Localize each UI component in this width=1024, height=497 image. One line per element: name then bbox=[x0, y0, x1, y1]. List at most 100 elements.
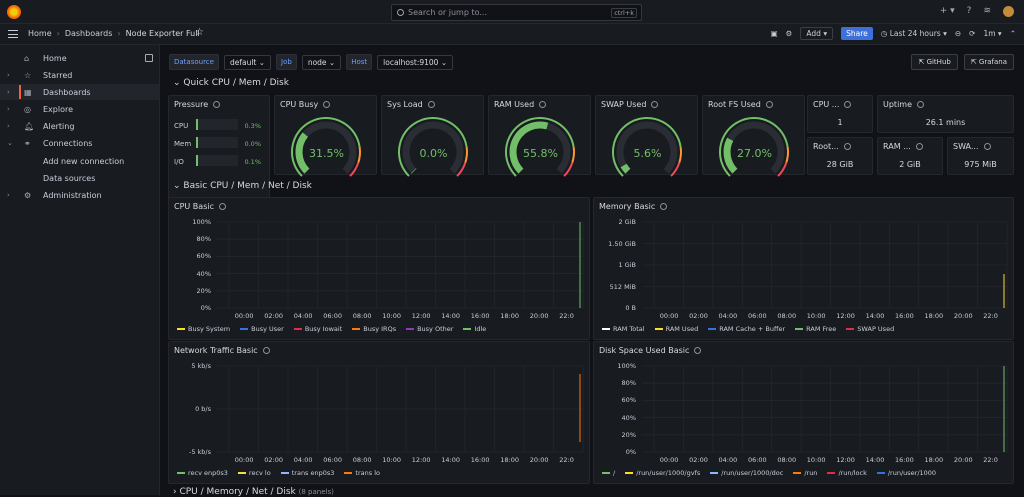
search-input[interactable]: Search or jump to... ctrl+k bbox=[391, 4, 642, 21]
x-tick-label: 08:00 bbox=[353, 456, 372, 464]
stat-value: 1 bbox=[808, 118, 872, 127]
grafana-link[interactable]: ⇱ Grafana bbox=[964, 54, 1014, 70]
legend-item[interactable]: trans lo bbox=[344, 469, 380, 477]
legend-item[interactable]: RAM Total bbox=[602, 325, 645, 333]
x-tick-label: 20:00 bbox=[954, 312, 973, 320]
legend-item[interactable]: RAM Cache + Buffer bbox=[708, 325, 785, 333]
x-tick-label: 20:00 bbox=[954, 456, 973, 464]
x-tick-label: 12:00 bbox=[412, 456, 431, 464]
legend-item[interactable]: RAM Used bbox=[655, 325, 699, 333]
chevron-right-icon[interactable]: › bbox=[7, 191, 10, 199]
legend-item[interactable]: trans enp0s3 bbox=[281, 469, 335, 477]
legend-item[interactable]: Busy System bbox=[177, 325, 230, 333]
menu-icon[interactable] bbox=[8, 30, 18, 38]
legend-item[interactable]: /run/user/1000/doc bbox=[710, 469, 783, 477]
row-more-header[interactable]: › CPU / Memory / Net / Disk (8 panels) bbox=[173, 487, 334, 497]
legend-item[interactable]: /run/lock bbox=[827, 469, 866, 477]
share-button[interactable]: Share bbox=[841, 27, 873, 40]
news-icon[interactable]: ≋ bbox=[983, 6, 991, 17]
grafana-logo-icon[interactable] bbox=[7, 5, 21, 19]
x-tick-label: 06:00 bbox=[748, 312, 767, 320]
info-icon[interactable] bbox=[917, 101, 924, 108]
sidebar-item-starred[interactable]: › ☆ Starred bbox=[0, 67, 160, 83]
sidebar-item-data-sources[interactable]: Data sources bbox=[43, 174, 95, 183]
legend-item[interactable]: Busy User bbox=[240, 325, 284, 333]
breadcrumb-home[interactable]: Home bbox=[28, 29, 52, 38]
pressure-cpu-label: CPU bbox=[174, 122, 188, 130]
chart-svg bbox=[169, 342, 591, 485]
dashboard-main: Datasource default ⌄ Job node ⌄ Host loc… bbox=[161, 45, 1024, 495]
refresh-icon[interactable]: ⟳ bbox=[969, 29, 975, 38]
info-icon[interactable] bbox=[539, 101, 546, 108]
search-shortcut: ctrl+k bbox=[611, 8, 637, 18]
x-tick-label: 10:00 bbox=[382, 456, 401, 464]
legend-item[interactable]: /run bbox=[793, 469, 817, 477]
chevron-right-icon[interactable]: › bbox=[7, 71, 10, 79]
x-tick-label: 06:00 bbox=[323, 312, 342, 320]
chevron-right-icon[interactable]: › bbox=[7, 122, 10, 130]
x-tick-label: 02:00 bbox=[264, 456, 283, 464]
info-icon[interactable] bbox=[984, 143, 991, 150]
legend-item[interactable]: Busy IRQs bbox=[352, 325, 396, 333]
info-icon[interactable] bbox=[766, 101, 773, 108]
chevron-right-icon[interactable]: › bbox=[7, 105, 10, 113]
x-tick-label: 12:00 bbox=[836, 456, 855, 464]
x-tick-label: 20:00 bbox=[530, 312, 549, 320]
star-icon[interactable]: ☆ bbox=[195, 27, 204, 38]
legend-swatch bbox=[177, 328, 185, 330]
chevron-right-icon[interactable]: › bbox=[7, 88, 10, 96]
legend-item[interactable]: Busy Iowait bbox=[294, 325, 342, 333]
sidebar-item-dashboards[interactable]: › ▦ Dashboards bbox=[0, 84, 160, 100]
legend-item[interactable]: Idle bbox=[463, 325, 486, 333]
info-icon[interactable] bbox=[323, 101, 330, 108]
legend-item[interactable]: /run/user/1000/gvfs bbox=[625, 469, 700, 477]
legend-item[interactable]: Busy Other bbox=[406, 325, 453, 333]
refresh-interval[interactable]: 1m ▾ bbox=[983, 29, 1001, 38]
legend-item[interactable]: /run/user/1000 bbox=[877, 469, 936, 477]
legend-item[interactable]: / bbox=[602, 469, 615, 477]
info-icon[interactable] bbox=[844, 101, 851, 108]
home-icon: ⌂ bbox=[24, 54, 29, 63]
job-select[interactable]: node ⌄ bbox=[302, 55, 341, 70]
sidebar-item-administration[interactable]: › ⚙ Administration bbox=[0, 187, 160, 203]
row-quick-header[interactable]: ⌄ Quick CPU / Mem / Disk bbox=[173, 78, 289, 88]
sidebar-item-connections[interactable]: ⌄ ⚭ Connections bbox=[0, 135, 160, 151]
sidebar-item-add-connection[interactable]: Add new connection bbox=[43, 157, 124, 166]
time-picker[interactable]: ◷ Last 24 hours ▾ bbox=[881, 29, 947, 38]
legend-item[interactable]: RAM Free bbox=[795, 325, 836, 333]
datasource-select[interactable]: default ⌄ bbox=[224, 55, 271, 70]
collapse-icon[interactable]: ⌃ bbox=[1010, 29, 1016, 38]
legend-item[interactable]: recv enp0s3 bbox=[177, 469, 228, 477]
legend-swatch bbox=[708, 328, 716, 330]
host-select[interactable]: localhost:9100 ⌄ bbox=[377, 55, 453, 70]
sidebar-item-explore[interactable]: › ◎ Explore bbox=[0, 101, 160, 117]
plus-icon[interactable]: + ▾ bbox=[940, 6, 955, 17]
row-basic-header[interactable]: ⌄ Basic CPU / Mem / Net / Disk bbox=[173, 181, 312, 191]
legend-swatch bbox=[602, 328, 610, 330]
save-icon[interactable]: ▣ bbox=[771, 29, 778, 38]
help-icon[interactable]: ? bbox=[967, 6, 972, 17]
legend-item[interactable]: SWAP Used bbox=[846, 325, 894, 333]
github-link[interactable]: ⇱ GitHub bbox=[911, 54, 957, 70]
info-icon[interactable] bbox=[844, 143, 851, 150]
info-icon[interactable] bbox=[428, 101, 435, 108]
info-icon[interactable] bbox=[916, 143, 923, 150]
legend-item[interactable]: recv lo bbox=[238, 469, 271, 477]
info-icon[interactable] bbox=[213, 101, 220, 108]
info-icon[interactable] bbox=[651, 101, 658, 108]
sidebar-item-alerting[interactable]: › 🔔︎ Alerting bbox=[0, 118, 160, 134]
add-button[interactable]: Add ▾ bbox=[800, 27, 833, 40]
settings-icon[interactable]: ⚙ bbox=[786, 29, 793, 38]
breadcrumb-dashboards[interactable]: Dashboards bbox=[65, 29, 113, 38]
breadcrumb-current: Node Exporter Full bbox=[126, 29, 200, 38]
chart-svg bbox=[594, 342, 1015, 485]
avatar[interactable] bbox=[1003, 6, 1014, 17]
pressure-io-value: 0.1% bbox=[244, 158, 261, 166]
sidebar-item-home[interactable]: ⌂ Home bbox=[0, 50, 160, 66]
zoom-out-icon[interactable]: ⊖ bbox=[955, 29, 961, 38]
chevron-down-icon[interactable]: ⌄ bbox=[7, 139, 13, 147]
x-tick-label: 04:00 bbox=[719, 312, 738, 320]
chart-legend: RAM Total RAM Used RAM Cache + Buffer RAM F… bbox=[602, 325, 894, 333]
datasource-label: Datasource bbox=[169, 54, 219, 70]
